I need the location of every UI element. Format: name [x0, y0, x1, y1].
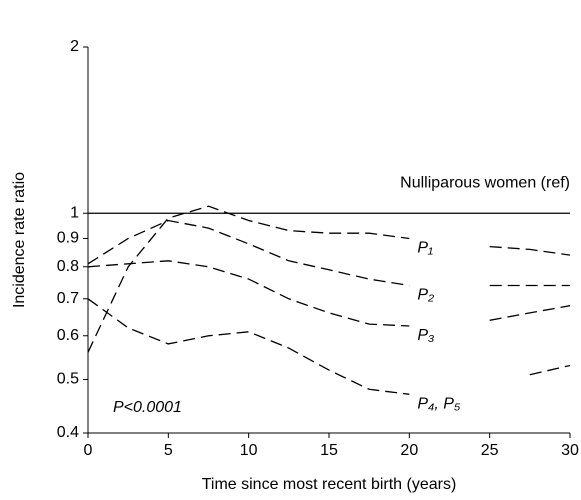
- y-tick-label: 1: [70, 204, 79, 221]
- series-label: P₁: [417, 240, 433, 257]
- x-tick-label: 10: [240, 442, 258, 459]
- series-line: [87, 205, 571, 353]
- x-tick-label: 20: [400, 442, 418, 459]
- y-tick-label: 0.8: [57, 258, 79, 275]
- series-line: [87, 219, 570, 287]
- y-tick-label: 2: [70, 38, 79, 55]
- series-line: [87, 298, 571, 395]
- y-tick-label: 0.6: [57, 327, 79, 344]
- series-label: P₂: [417, 287, 434, 304]
- x-tick-label: 15: [320, 442, 338, 459]
- x-axis-label: Time since most recent birth (years): [202, 476, 457, 493]
- series-label: P₄, P₅: [417, 396, 461, 413]
- series-label: P₃: [417, 327, 434, 344]
- y-tick-label: 0.4: [57, 424, 79, 441]
- x-tick-label: 0: [84, 442, 93, 459]
- x-tick-label: 25: [481, 442, 499, 459]
- y-tick-label: 0.9: [57, 230, 79, 247]
- y-tick-label: 0.7: [57, 290, 79, 307]
- y-axis-label: Incidence rate ratio: [11, 172, 28, 308]
- x-tick-label: 5: [164, 442, 173, 459]
- annotation: P<0.0001: [113, 399, 182, 416]
- reference-label: Nulliparous women (ref): [400, 174, 570, 191]
- series-line: [87, 260, 571, 327]
- y-tick-label: 0.5: [57, 371, 79, 388]
- x-tick-label: 30: [561, 442, 579, 459]
